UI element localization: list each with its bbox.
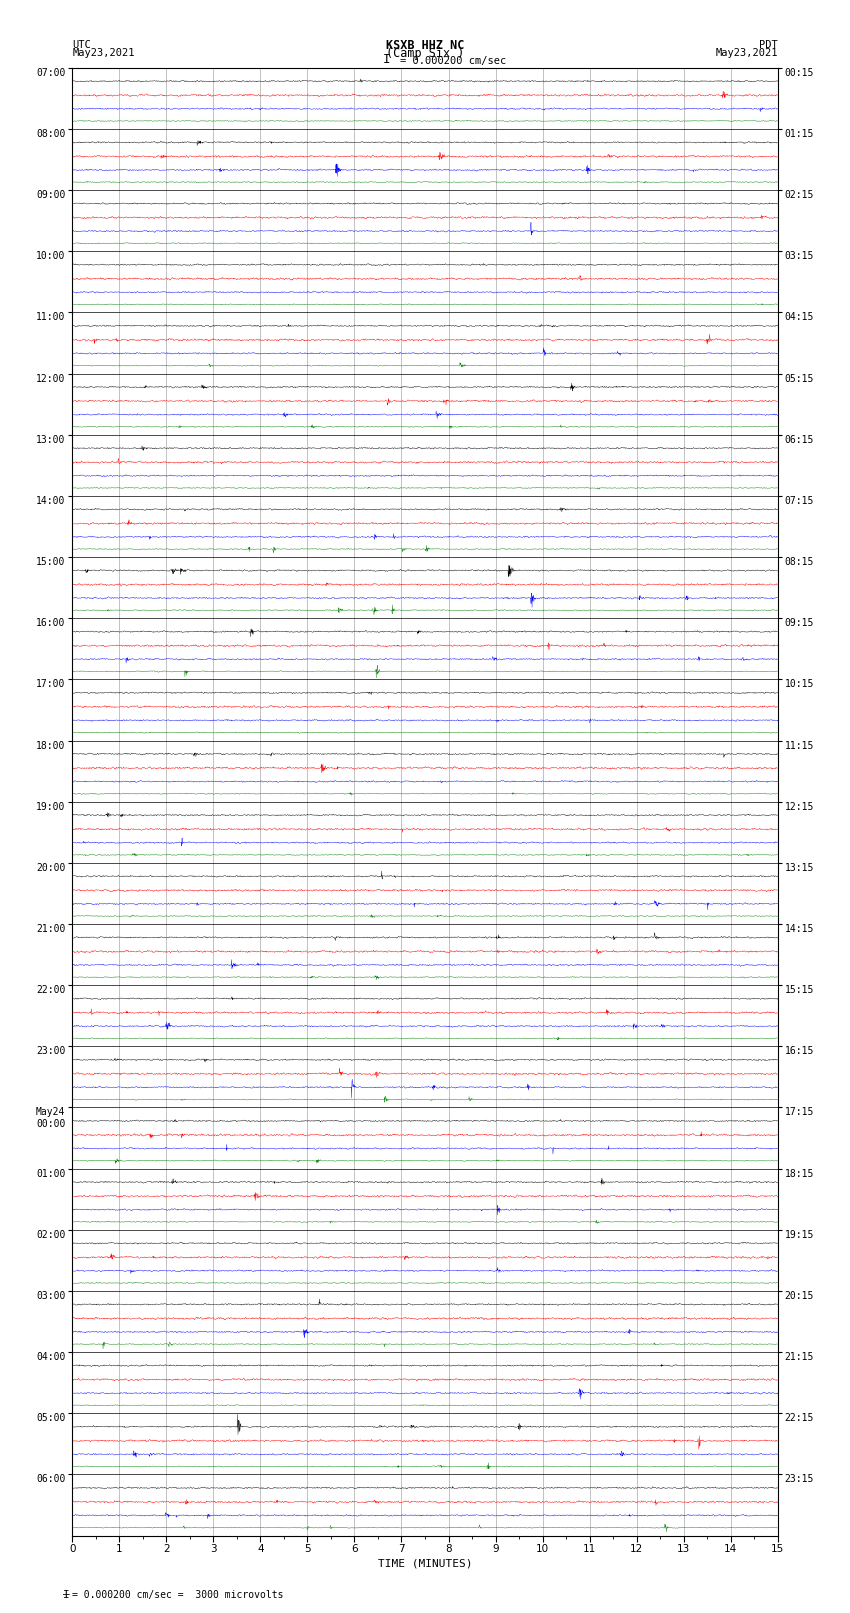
Text: KSXB HHZ NC: KSXB HHZ NC — [386, 39, 464, 52]
Text: UTC: UTC — [72, 40, 91, 50]
Text: I: I — [63, 1590, 70, 1600]
Text: May23,2021: May23,2021 — [72, 48, 135, 58]
Text: PDT: PDT — [759, 40, 778, 50]
Text: May23,2021: May23,2021 — [715, 48, 778, 58]
Text: I: I — [383, 53, 390, 66]
Text: (Camp Six ): (Camp Six ) — [386, 47, 464, 60]
Text: _: _ — [63, 1586, 70, 1595]
X-axis label: TIME (MINUTES): TIME (MINUTES) — [377, 1558, 473, 1568]
Text: = 0.000200 cm/sec: = 0.000200 cm/sec — [400, 56, 506, 66]
Text: = 0.000200 cm/sec =  3000 microvolts: = 0.000200 cm/sec = 3000 microvolts — [72, 1590, 284, 1600]
